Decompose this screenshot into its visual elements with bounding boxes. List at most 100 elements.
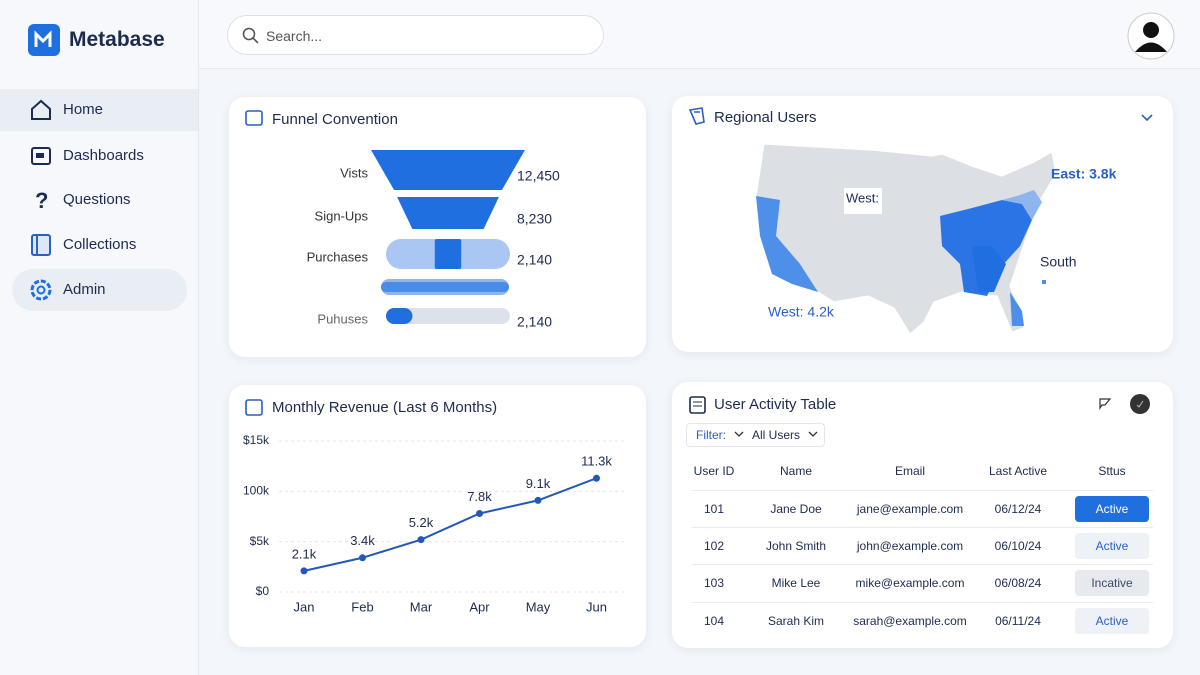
card-icon [245, 110, 263, 126]
map-label: West: 4.2k [768, 304, 835, 320]
nav-label: Admin [63, 281, 106, 298]
nav-item[interactable]: Collections [0, 224, 198, 266]
brand: Metabase [69, 28, 165, 51]
filter[interactable]: Filter: All Users [686, 423, 825, 447]
row-divider [692, 490, 1153, 491]
nav-icon [31, 99, 51, 120]
label-box [844, 188, 882, 214]
funnel-label: Sign-Ups [315, 208, 369, 223]
card-title: Funnel Convention [272, 111, 398, 128]
nav-icon [30, 279, 52, 301]
card-icon [689, 396, 706, 414]
table-cell: 06/11/24 [995, 614, 1041, 628]
value-label: 2,140 [517, 252, 552, 268]
row-divider [692, 602, 1153, 603]
point [593, 474, 600, 482]
value-label: 12,450 [517, 168, 560, 184]
column-header: Name [779, 464, 813, 478]
card-title: Regional Users [714, 109, 817, 126]
line [303, 477, 597, 572]
funnel-chart: Funnel Convention Vists 12,450 Sign-Ups 8,2… [245, 110, 560, 330]
map-label: East: 3.8k [1051, 166, 1117, 182]
table-cell: Jane Doe [770, 502, 822, 516]
point [417, 536, 425, 544]
search-placeholder: Search... [266, 28, 323, 44]
decor-bar [381, 282, 509, 292]
table-cell: 101 [703, 502, 725, 516]
column-header: Email [894, 464, 926, 478]
status-badge: Active [1075, 533, 1149, 559]
column-header: User ID [693, 464, 735, 478]
search-icon [242, 27, 259, 44]
funnel-bar [371, 150, 525, 190]
region [1002, 190, 1042, 220]
y-tick-label: $5k [250, 534, 270, 548]
status-badge: Active [1075, 496, 1149, 522]
search-box[interactable]: Search... [227, 15, 604, 55]
filter-value: All Users [752, 428, 801, 442]
value-label: 5.2k [409, 515, 434, 530]
nav-label: Collections [63, 236, 137, 253]
map-card: Regional Users East: 3.8k West: South We… [672, 96, 1173, 352]
row-divider [692, 564, 1153, 565]
x-tick-label: Jan [294, 599, 315, 614]
value-label: 2.1k [292, 546, 317, 561]
nav-item[interactable]: Home [0, 89, 198, 131]
line-chart: Monthly Revenue (Last 6 Months) $0 $5k 100… [243, 399, 624, 614]
table-cell: mike@example.com [855, 576, 965, 590]
funnel-bar [397, 197, 499, 229]
toggle-icon[interactable] [1129, 393, 1151, 415]
svg-text:?: ? [35, 188, 48, 212]
table-cell: Mike Lee [771, 576, 821, 590]
value-label: 2,140 [517, 314, 552, 330]
y-tick-label: $15k [243, 433, 270, 447]
value-label: 7.8k [467, 489, 492, 504]
value-label: 8,230 [517, 211, 552, 227]
revenue-card: Monthly Revenue (Last 6 Months) $0 $5k 100… [229, 385, 646, 647]
point [300, 567, 308, 575]
filter-label: Filter: [696, 428, 726, 442]
row-divider [692, 527, 1153, 528]
chevron [808, 431, 818, 437]
dropdown-icon[interactable] [1141, 114, 1153, 122]
map: Regional Users East: 3.8k West: South We… [688, 107, 1153, 335]
x-tick-label: Mar [410, 599, 433, 614]
funnel-label: Puhuses [317, 311, 368, 326]
value-label: 11.3k [581, 454, 612, 469]
funnel-track [386, 308, 510, 324]
status-badge: Incative [1075, 570, 1149, 596]
table-cell: 102 [703, 539, 725, 553]
funnel-card: Funnel Convention Vists 12,450 Sign-Ups 8,2… [229, 97, 646, 357]
funnel-bar [386, 308, 413, 324]
table-cell: Sarah Kim [767, 614, 825, 628]
table-cell: 103 [703, 576, 725, 590]
value-label: 9.1k [526, 476, 551, 491]
logo-icon [28, 24, 60, 56]
x-tick-label: Jun [586, 599, 607, 614]
funnel-label: Vists [340, 165, 368, 180]
table-card: User Activity Table Filter: All Users Us… [672, 382, 1173, 648]
status-badge: Active [1075, 608, 1149, 634]
comment-icon[interactable] [1098, 396, 1112, 410]
nav-label: Questions [63, 191, 131, 208]
nav-icon [31, 147, 51, 165]
nav-item[interactable]: Dashboards [0, 135, 198, 177]
column-header: Sttus [1098, 464, 1126, 478]
value-label: 3.4k [350, 533, 375, 548]
funnel-label: Purchases [307, 249, 369, 264]
point [534, 496, 542, 504]
nav-icon [31, 234, 51, 256]
table-cell: 104 [703, 614, 725, 628]
point [476, 509, 483, 517]
nav-label: Home [63, 101, 104, 118]
map-label: West: [846, 190, 879, 205]
y-tick-label: 100k [243, 484, 270, 498]
table-cell: 06/12/24 [994, 502, 1042, 516]
avatar[interactable] [1126, 11, 1176, 61]
marker [1042, 280, 1046, 284]
nav-item[interactable]: Admin [12, 269, 187, 311]
table-cell: john@example.com [856, 539, 964, 553]
nav-item[interactable]: ? Questions [0, 179, 198, 221]
region [972, 246, 1006, 292]
chevron [734, 431, 744, 437]
